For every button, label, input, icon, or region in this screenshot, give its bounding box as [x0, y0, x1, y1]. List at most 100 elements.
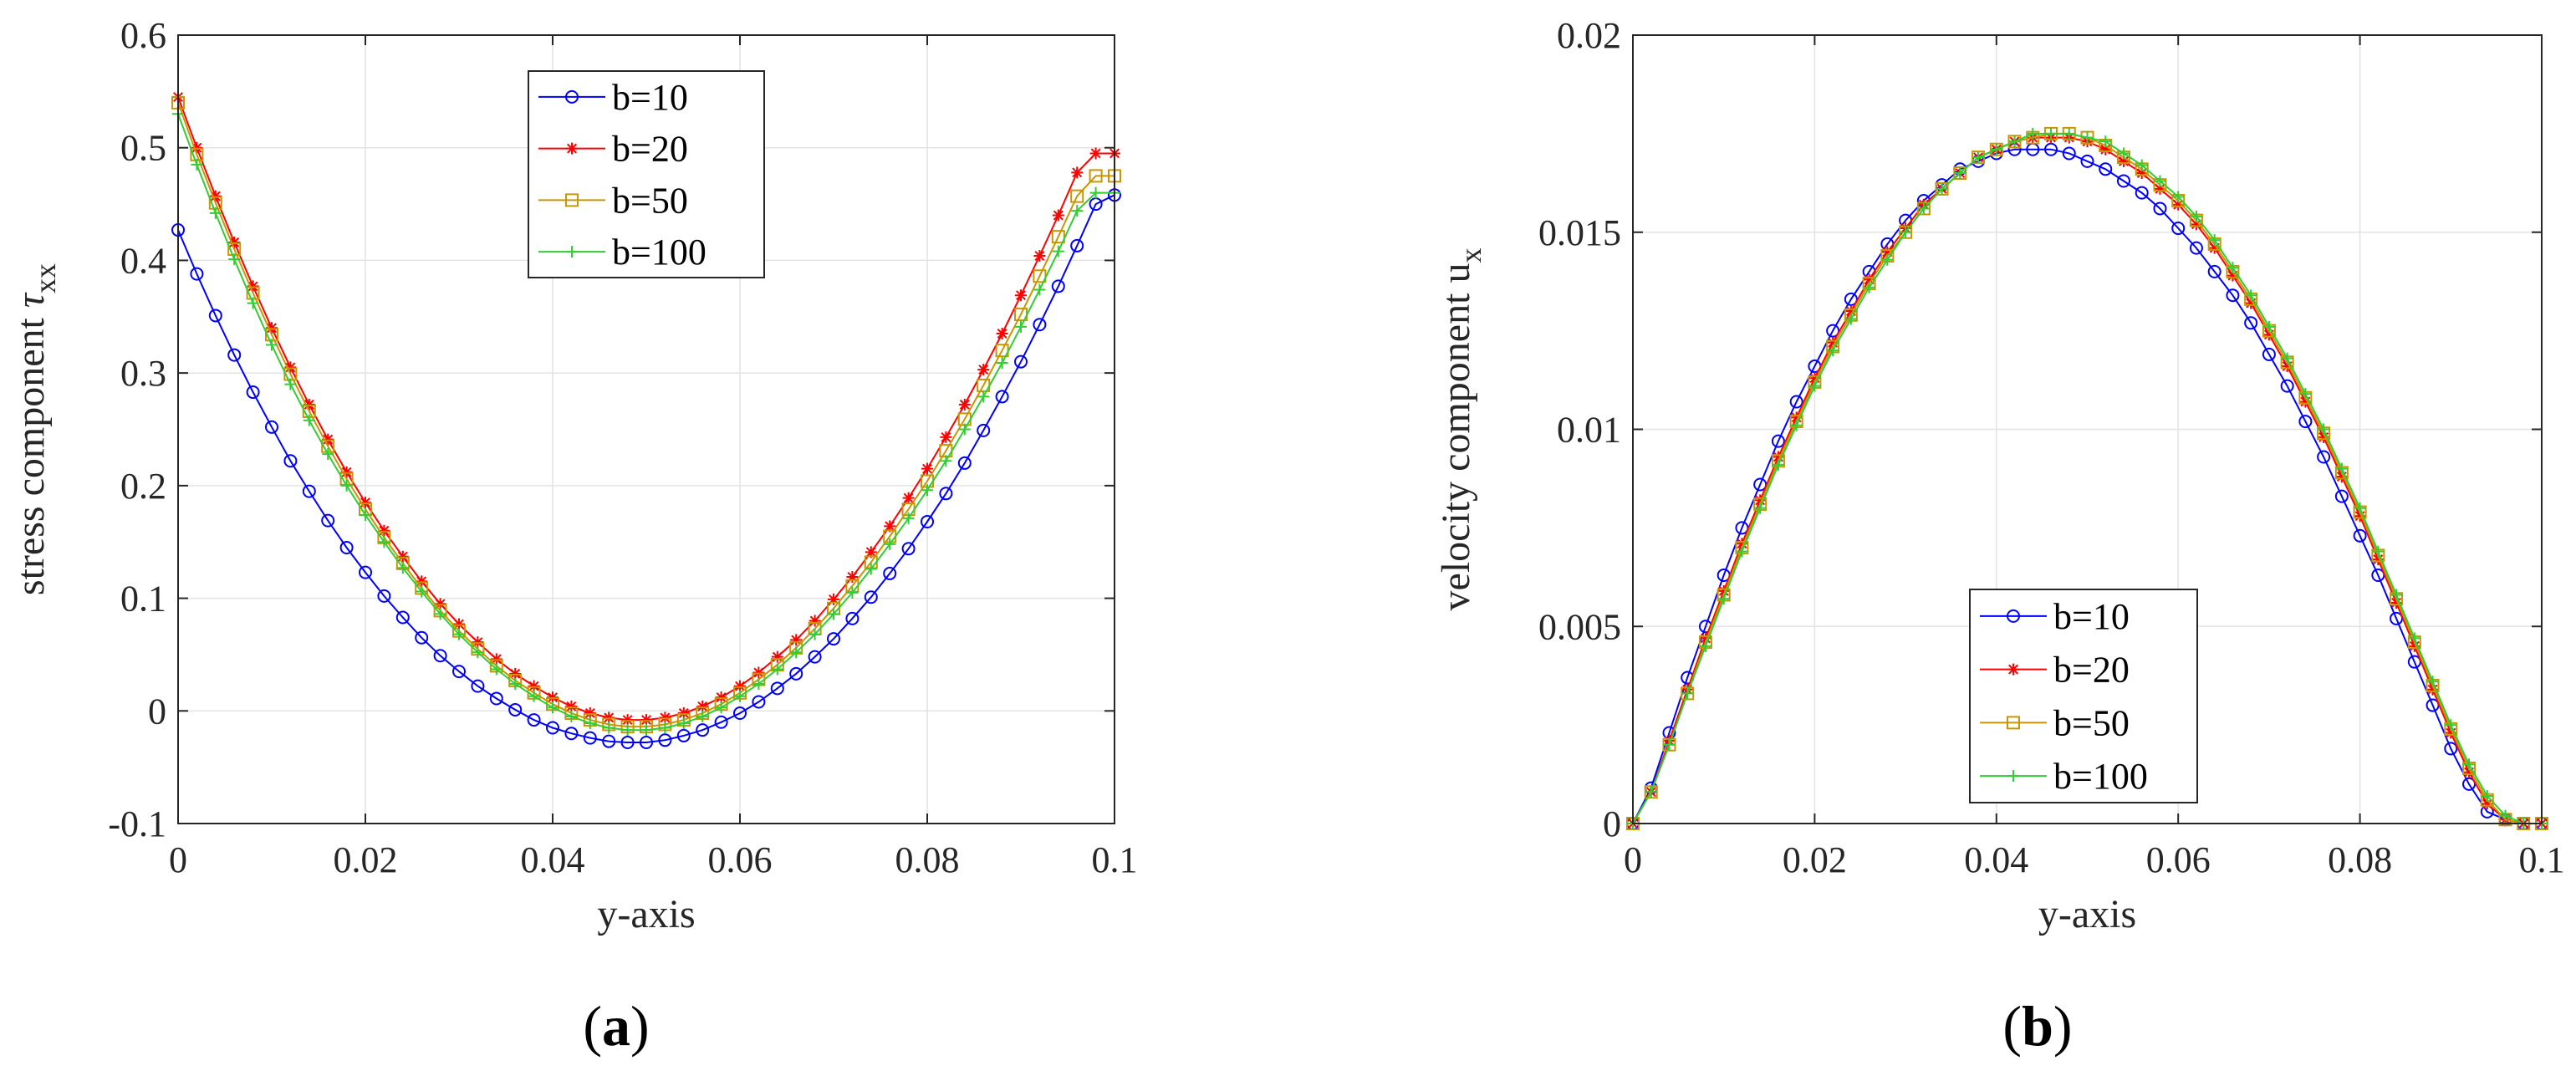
data-point — [2463, 766, 2476, 778]
data-point — [1772, 458, 1784, 471]
data-point — [865, 546, 877, 558]
data-point — [396, 550, 409, 563]
tick-marks — [1632, 34, 2543, 824]
data-point — [527, 713, 541, 727]
panel-label: (b) — [2002, 994, 2072, 1058]
data-point — [508, 702, 523, 717]
data-point — [2135, 167, 2148, 180]
data-point — [322, 433, 334, 446]
y-tick-label: 0.4 — [120, 240, 166, 281]
data-point — [416, 585, 428, 598]
y-tick-label: 0 — [1603, 803, 1621, 844]
data-point — [827, 632, 840, 646]
data-point — [1052, 209, 1064, 222]
data-point — [809, 615, 821, 627]
data-point — [1015, 320, 1027, 333]
legend-marker — [2007, 609, 2020, 623]
data-point — [360, 497, 371, 509]
data-point — [584, 706, 596, 719]
data-point — [640, 724, 652, 737]
data-point — [640, 714, 652, 727]
legend-item: b=50 — [538, 180, 688, 221]
data-point — [940, 431, 952, 443]
data-point — [958, 423, 971, 436]
panel-label: (a) — [583, 994, 649, 1058]
data-point — [1826, 324, 1840, 338]
data-point — [921, 462, 933, 475]
x-tick-label: 0.02 — [1783, 839, 1847, 880]
data-point — [564, 727, 579, 741]
data-point — [2426, 676, 2439, 688]
data-point — [433, 649, 447, 663]
data-point — [1990, 143, 2002, 156]
data-point — [734, 680, 746, 692]
data-point — [547, 701, 559, 714]
data-point — [584, 717, 596, 730]
data-point — [284, 378, 297, 390]
chart-panel-a: 0 0.02 0.04 0.06 0.08 0.1-0.100.10.20.30.40.5… — [8, 15, 1138, 1058]
data-point — [603, 711, 615, 724]
data-point — [1900, 226, 1912, 238]
data-point — [228, 253, 241, 266]
data-point — [2281, 360, 2293, 373]
data-point — [789, 666, 803, 681]
legend-item: b=20 — [538, 129, 688, 170]
data-point — [490, 653, 502, 666]
data-point — [2099, 143, 2112, 156]
data-point — [1844, 305, 1857, 318]
data-point — [1033, 318, 1047, 332]
data-point — [2208, 234, 2221, 247]
x-tick-label: 0.04 — [1964, 839, 2028, 880]
y-axis-label-main: velocity component u — [1434, 263, 1478, 611]
data-point — [2171, 222, 2186, 236]
data-point — [752, 695, 766, 709]
data-point — [1863, 281, 1875, 293]
data-point — [2353, 528, 2367, 543]
data-point — [677, 706, 690, 719]
data-point — [715, 701, 727, 714]
data-point — [453, 628, 465, 640]
data-point — [1645, 786, 1657, 798]
data-point — [191, 141, 203, 154]
data-point — [452, 665, 466, 679]
data-point — [696, 723, 710, 737]
y-tick-label: 0.3 — [120, 353, 166, 394]
legend-label: b=10 — [612, 77, 688, 118]
legend-marker — [2007, 716, 2020, 730]
x-tick-label: 0 — [169, 839, 187, 880]
legend-marker — [565, 193, 579, 207]
data-point — [790, 634, 803, 646]
legend-label: b=100 — [612, 232, 706, 273]
legend-label: b=50 — [612, 180, 688, 221]
data-point — [2045, 127, 2058, 140]
data-point — [2044, 142, 2058, 156]
data-point — [1790, 419, 1803, 431]
data-point — [809, 628, 821, 640]
data-point — [884, 520, 896, 533]
data-point — [247, 280, 259, 293]
data-point — [246, 385, 260, 400]
data-point — [659, 711, 671, 724]
data-point — [1071, 205, 1084, 217]
data-point — [696, 711, 709, 723]
data-point — [2481, 789, 2493, 802]
data-point — [995, 390, 1009, 404]
data-point — [640, 736, 653, 750]
data-point — [266, 322, 278, 334]
data-point — [2116, 174, 2130, 188]
data-point — [771, 650, 783, 663]
data-point — [1052, 245, 1064, 258]
data-point — [2317, 450, 2331, 464]
data-point — [434, 608, 446, 620]
series-line — [177, 194, 1115, 743]
data-point — [565, 700, 578, 712]
data-point — [1881, 253, 1894, 266]
data-point — [416, 575, 428, 588]
data-point — [2481, 798, 2493, 810]
data-point — [1972, 151, 1985, 164]
legend-item: b=10 — [1980, 596, 2130, 637]
data-point — [996, 357, 1008, 370]
data-point — [2335, 471, 2348, 483]
data-point — [395, 610, 410, 625]
x-tick-label: 0.08 — [2328, 839, 2392, 880]
